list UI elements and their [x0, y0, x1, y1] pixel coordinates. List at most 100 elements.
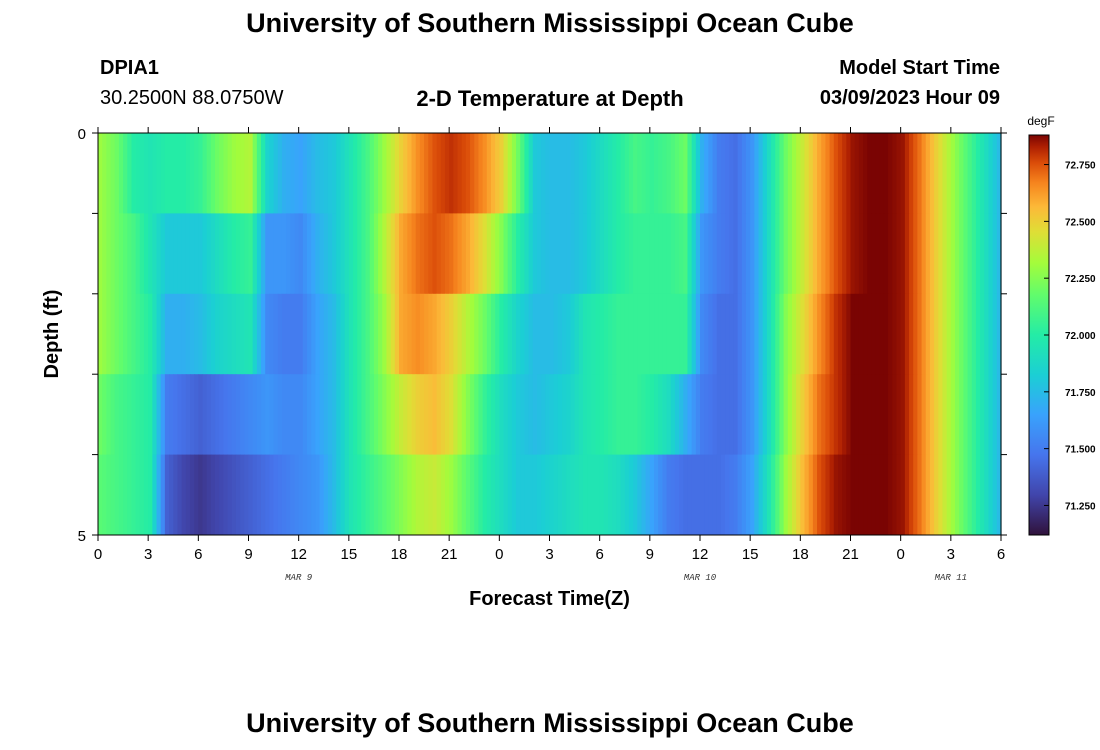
heatmap-cell — [582, 293, 588, 375]
heatmap-cell — [850, 133, 856, 214]
heatmap-cell — [470, 454, 475, 536]
heatmap-cell — [457, 293, 463, 375]
heatmap-cell — [490, 133, 496, 214]
x-tick-label: 9 — [244, 546, 252, 563]
heatmap-cell — [909, 293, 914, 375]
heatmap-cell — [432, 374, 438, 456]
heatmap-cell — [578, 454, 584, 536]
heatmap-cell — [532, 213, 538, 295]
heatmap-cell — [353, 293, 358, 375]
heatmap-cell — [369, 293, 375, 375]
heatmap-cell — [879, 374, 885, 456]
heatmap-cell — [984, 454, 990, 536]
heatmap-cell — [883, 454, 889, 536]
heatmap-cell — [888, 454, 893, 536]
heatmap-cell — [562, 374, 567, 456]
heatmap-cell — [608, 293, 613, 375]
heatmap-cell — [716, 454, 722, 536]
heatmap-cell — [783, 454, 789, 536]
heatmap-cell — [244, 293, 250, 375]
heatmap-cell — [758, 293, 764, 375]
date-label: MAR 9 — [285, 573, 313, 583]
colorbar-tick-label: 72.000 — [1065, 331, 1096, 342]
heatmap-cell — [603, 454, 609, 536]
heatmap-cell — [712, 213, 718, 295]
heatmap-cell — [499, 293, 505, 375]
y-tick-label: 0 — [78, 126, 86, 143]
heatmap-cell — [189, 213, 195, 295]
heatmap-cell — [386, 213, 392, 295]
heatmap-cell — [428, 293, 434, 375]
heatmap-cell — [975, 133, 981, 214]
heatmap-cell — [984, 293, 990, 375]
heatmap-cell — [796, 454, 801, 536]
x-tick-label: 6 — [997, 546, 1005, 563]
heatmap-cell — [440, 133, 446, 214]
heatmap-cell — [419, 374, 425, 456]
heatmap-cell — [490, 454, 496, 536]
heatmap-cell — [904, 293, 910, 375]
heatmap-cell — [277, 374, 283, 456]
heatmap-cell — [612, 374, 617, 456]
heatmap-cell — [842, 454, 847, 536]
heatmap-cell — [716, 213, 722, 295]
heatmap-cell — [925, 293, 931, 375]
heatmap-cell — [946, 454, 952, 536]
heatmap-cell — [787, 454, 793, 536]
heatmap-cell — [357, 133, 362, 214]
heatmap-cell — [871, 374, 877, 456]
heatmap-cell — [938, 293, 944, 375]
heatmap-cell — [909, 133, 914, 214]
heatmap-cell — [106, 374, 112, 456]
heatmap-cell — [633, 213, 638, 295]
heatmap-cell — [227, 213, 233, 295]
heatmap-cell — [206, 374, 212, 456]
heatmap-cell — [461, 454, 467, 536]
heatmap-cell — [286, 293, 291, 375]
heatmap-cell — [432, 133, 438, 214]
heatmap-cell — [378, 374, 383, 456]
heatmap-cell — [603, 293, 609, 375]
heatmap-cell — [378, 213, 383, 295]
heatmap-cell — [541, 454, 546, 536]
heatmap-cell — [474, 293, 480, 375]
heatmap-cell — [846, 213, 852, 295]
heatmap-cell — [804, 213, 810, 295]
heatmap-cell — [967, 133, 973, 214]
heatmap-cell — [532, 133, 538, 214]
heatmap-cell — [754, 454, 760, 536]
heatmap-cell — [332, 454, 337, 536]
heatmap-cell — [854, 374, 860, 456]
heatmap-cell — [557, 133, 563, 214]
heatmap-cell — [453, 213, 459, 295]
heatmap-cell — [737, 133, 743, 214]
heatmap-cell — [771, 454, 776, 536]
heatmap-cell — [123, 213, 128, 295]
heatmap-cell — [160, 454, 166, 536]
heatmap-cell — [106, 293, 112, 375]
heatmap-cell — [194, 374, 199, 456]
heatmap-cell — [507, 133, 513, 214]
heatmap-cell — [775, 374, 781, 456]
heatmap-cell — [181, 293, 187, 375]
heatmap-cell — [265, 374, 271, 456]
heatmap-cell — [704, 454, 709, 536]
heatmap-cell — [904, 374, 910, 456]
heatmap-cell — [361, 454, 367, 536]
heatmap-cell — [106, 213, 112, 295]
heatmap-cell — [804, 374, 810, 456]
heatmap-cell — [867, 454, 873, 536]
heatmap-cell — [934, 213, 939, 295]
heatmap-cell — [227, 374, 233, 456]
heatmap-cell — [110, 133, 116, 214]
heatmap-cell — [424, 133, 429, 214]
heatmap-cell — [825, 213, 831, 295]
heatmap-cell — [829, 454, 835, 536]
heatmap-cell — [988, 213, 994, 295]
heatmap-cell — [323, 293, 329, 375]
heatmap-cell — [691, 454, 697, 536]
heatmap-cell — [687, 133, 693, 214]
heatmap-cell — [189, 454, 195, 536]
heatmap-cell — [378, 133, 383, 214]
heatmap-cell — [361, 293, 367, 375]
